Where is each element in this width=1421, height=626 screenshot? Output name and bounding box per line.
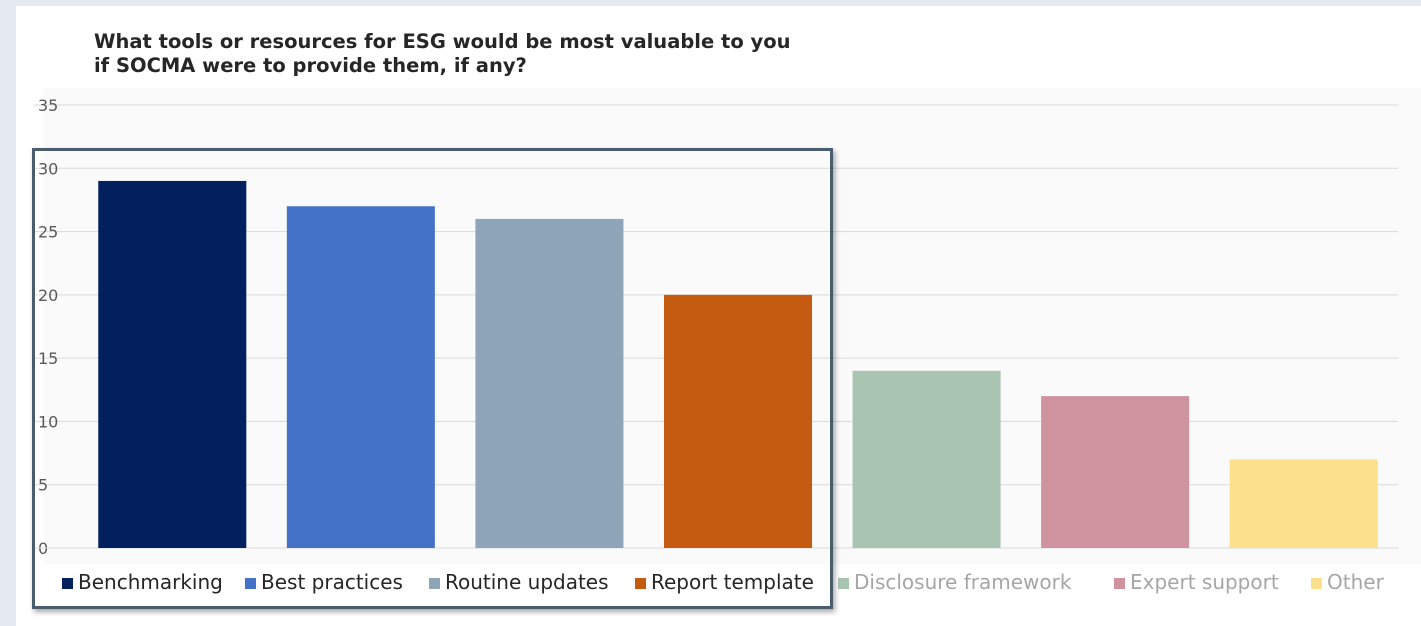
legend-swatch <box>1311 578 1322 589</box>
legend-label: Best practices <box>261 570 403 594</box>
y-tick-label: 15 <box>38 349 58 368</box>
legend-label: Routine updates <box>445 570 609 594</box>
y-tick-label: 35 <box>38 96 58 115</box>
bar-disclosure-framework <box>852 370 1001 548</box>
legend-label: Benchmarking <box>78 570 223 594</box>
legend-swatch <box>838 578 849 589</box>
legend-label: Expert support <box>1130 570 1279 594</box>
bar-best-practices <box>286 206 435 548</box>
bar-expert-support <box>1041 396 1190 548</box>
y-tick-label: 10 <box>38 412 58 431</box>
legend-swatch <box>245 578 256 589</box>
y-tick-label: 5 <box>38 476 48 495</box>
bar-other <box>1229 459 1378 548</box>
legend-swatch <box>1114 578 1125 589</box>
legend-label: Other <box>1327 570 1385 594</box>
y-tick-label: 30 <box>38 159 58 178</box>
y-tick-label: 20 <box>38 286 58 305</box>
bar-benchmarking <box>98 180 247 548</box>
bar-routine-updates <box>475 218 624 548</box>
bar-report-template <box>663 294 813 548</box>
chart-title: What tools or resources for ESG would be… <box>94 30 791 77</box>
legend-label: Report template <box>651 570 814 594</box>
legend-label: Disclosure framework <box>854 570 1072 594</box>
legend-swatch <box>635 578 646 589</box>
legend-swatch <box>62 578 73 589</box>
y-tick-label: 25 <box>38 223 58 242</box>
legend-swatch <box>429 578 440 589</box>
